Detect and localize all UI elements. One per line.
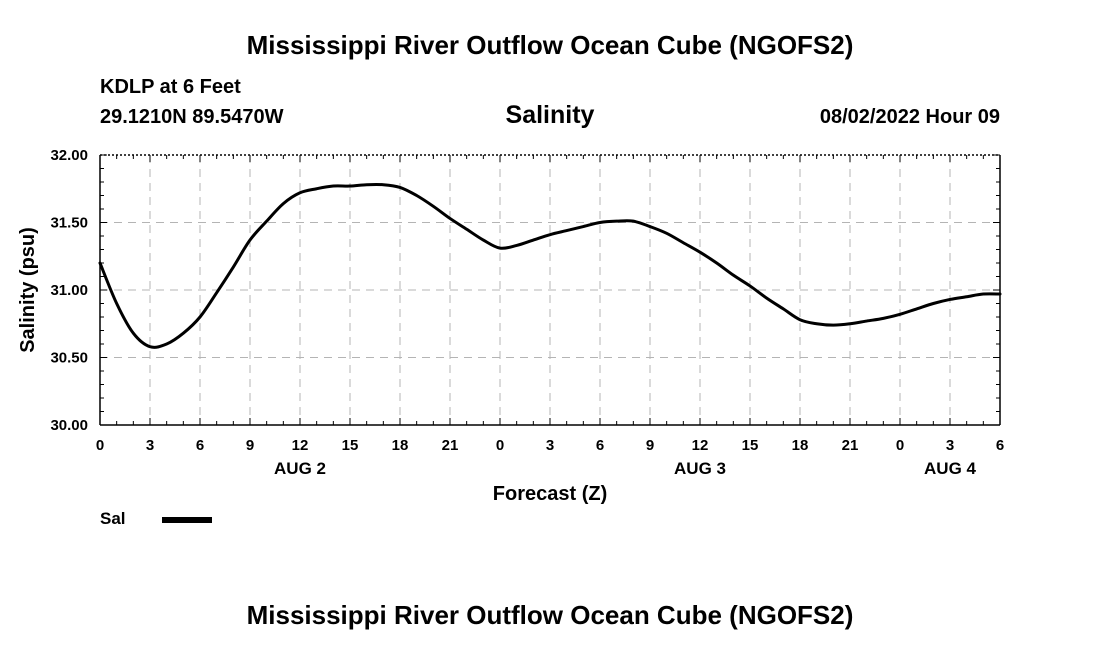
x-tick-label: 12 bbox=[292, 437, 309, 454]
x-axis-title: Forecast (Z) bbox=[493, 483, 607, 505]
chart-subtitle: Salinity bbox=[505, 101, 595, 129]
y-tick-label: 30.00 bbox=[50, 417, 88, 434]
x-tick-label: 15 bbox=[342, 437, 359, 454]
station-label: KDLP at 6 Feet bbox=[100, 76, 241, 98]
x-tick-label: 6 bbox=[996, 437, 1004, 454]
y-tick-label: 32.00 bbox=[50, 147, 88, 164]
y-tick-label: 31.00 bbox=[50, 282, 88, 299]
y-tick-label: 30.50 bbox=[50, 350, 88, 367]
x-tick-label: 21 bbox=[442, 437, 459, 454]
x-date-label: AUG 2 bbox=[274, 459, 326, 478]
chart-main-title: Mississippi River Outflow Ocean Cube (NG… bbox=[246, 30, 854, 60]
forecast-datetime: 08/02/2022 Hour 09 bbox=[819, 106, 1000, 128]
y-axis-title: Salinity (psu) bbox=[17, 227, 39, 353]
x-tick-label: 0 bbox=[96, 437, 104, 454]
x-tick-label: 18 bbox=[792, 437, 809, 454]
station-coordinates: 29.1210N 89.5470W bbox=[100, 106, 284, 128]
legend-label: Sal bbox=[100, 509, 126, 528]
x-tick-label: 3 bbox=[146, 437, 154, 454]
x-tick-label: 3 bbox=[946, 437, 954, 454]
legend-swatch bbox=[162, 517, 212, 523]
x-tick-label: 15 bbox=[742, 437, 759, 454]
x-tick-label: 6 bbox=[196, 437, 204, 454]
x-date-label: AUG 3 bbox=[674, 459, 726, 478]
x-tick-label: 21 bbox=[842, 437, 859, 454]
x-tick-label: 3 bbox=[546, 437, 554, 454]
x-tick-label: 9 bbox=[246, 437, 254, 454]
x-tick-label: 6 bbox=[596, 437, 604, 454]
x-tick-label: 0 bbox=[896, 437, 904, 454]
x-tick-label: 9 bbox=[646, 437, 654, 454]
series-line-sal bbox=[98, 182, 1002, 349]
x-date-label: AUG 4 bbox=[924, 459, 977, 478]
footer-title: Mississippi River Outflow Ocean Cube (NG… bbox=[246, 600, 854, 630]
x-tick-label: 18 bbox=[392, 437, 409, 454]
y-tick-label: 31.50 bbox=[50, 215, 88, 232]
x-tick-label: 12 bbox=[692, 437, 709, 454]
x-tick-label: 0 bbox=[496, 437, 504, 454]
